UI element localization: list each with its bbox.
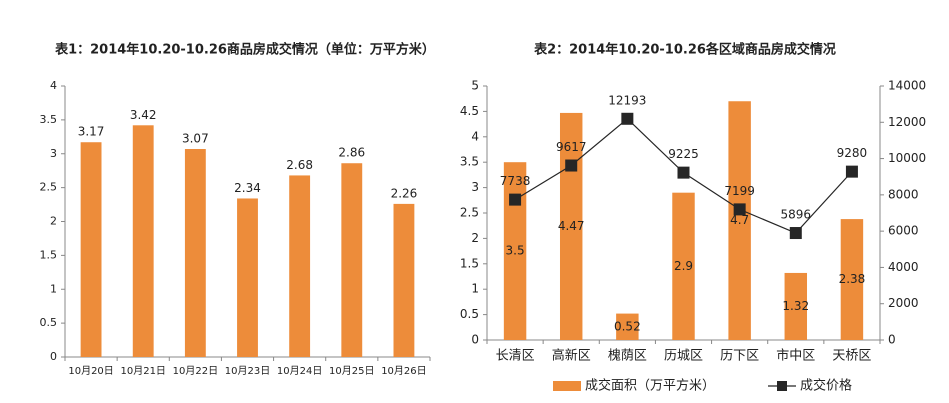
- y2-tick-label: 12000: [888, 115, 926, 129]
- bar: [341, 163, 363, 357]
- y2-tick-label: 4000: [888, 260, 919, 274]
- y2-tick-label: 8000: [888, 187, 919, 201]
- y-tick-label: 3.5: [40, 113, 58, 126]
- y-tick-label: 4.5: [460, 104, 479, 118]
- bar-label: 4.47: [558, 219, 585, 233]
- chart-title: 表2：2014年10.20-10.26各区域商品房成交情况: [533, 42, 836, 58]
- y-tick-label: 2.5: [40, 181, 58, 194]
- price-marker: [565, 159, 578, 172]
- bar: [237, 198, 258, 357]
- bar: [616, 313, 639, 340]
- bar: [80, 142, 102, 357]
- y-tick-label: 5: [471, 79, 479, 93]
- price-label: 7199: [724, 184, 755, 198]
- x-tick-label: 10月22日: [173, 365, 218, 377]
- y-tick-label: 0.5: [460, 307, 479, 321]
- bar: [503, 162, 527, 340]
- bar-label: 2.9: [674, 259, 693, 273]
- y-tick-label: 1.5: [40, 248, 58, 261]
- bar-label: 2.38: [839, 272, 866, 286]
- chart-title: 表1：2014年10.20-10.26商品房成交情况（单位：万平方米）: [54, 42, 435, 58]
- x-tick-label: 槐荫区: [608, 348, 647, 364]
- bar-label: 3.42: [130, 108, 157, 122]
- y2-tick-label: 2000: [888, 296, 919, 310]
- x-tick-label: 市中区: [776, 348, 815, 364]
- x-tick-label: 10月20日: [68, 365, 113, 377]
- price-label: 12193: [608, 93, 646, 107]
- bar-label: 1.32: [782, 299, 809, 313]
- bar: [840, 219, 864, 340]
- bar: [184, 149, 206, 357]
- price-label: 9617: [556, 140, 587, 154]
- y2-tick-label: 14000: [888, 79, 926, 93]
- bar-label: 3.17: [78, 125, 105, 139]
- legend-swatch: [553, 381, 581, 391]
- x-tick-label: 10月26日: [381, 365, 426, 377]
- y-tick-label: 0: [50, 350, 57, 363]
- price-label: 9280: [837, 146, 868, 160]
- y-tick-label: 3.5: [460, 155, 479, 169]
- bar: [132, 125, 154, 357]
- y-tick-label: 0.5: [40, 316, 58, 329]
- x-tick-label: 历城区: [664, 349, 703, 364]
- bar-label: 2.34: [234, 181, 261, 195]
- bar-label: 2.86: [338, 146, 365, 160]
- bar: [728, 101, 751, 341]
- bar-label: 3.5: [506, 244, 525, 258]
- x-tick-label: 历下区: [720, 349, 759, 364]
- price-marker: [733, 203, 746, 216]
- price-marker: [677, 166, 690, 179]
- y-tick-label: 1: [471, 282, 479, 296]
- legend-label: 成交价格: [800, 378, 852, 394]
- price-marker: [621, 112, 634, 125]
- y-tick-label: 2.5: [460, 206, 479, 220]
- y-tick-label: 1.5: [460, 256, 479, 270]
- y-tick-label: 2: [471, 231, 479, 245]
- x-tick-label: 天桥区: [832, 349, 871, 364]
- y-tick-label: 4: [471, 129, 479, 143]
- bar: [393, 203, 415, 357]
- x-tick-label: 10月25日: [329, 365, 374, 377]
- x-tick-label: 10月23日: [225, 365, 270, 377]
- y2-tick-label: 6000: [888, 224, 919, 238]
- bar-label: 3.07: [182, 132, 209, 146]
- price-label: 7738: [500, 174, 531, 188]
- bar: [784, 272, 808, 340]
- x-tick-label: 10月24日: [277, 365, 322, 377]
- y-tick-label: 4: [50, 79, 57, 92]
- price-label: 5896: [781, 208, 812, 222]
- x-tick-label: 高新区: [552, 348, 591, 364]
- y2-tick-label: 10000: [888, 151, 926, 165]
- bar: [289, 175, 311, 357]
- price-marker: [789, 227, 802, 240]
- bar-label: 2.68: [286, 158, 313, 172]
- y-tick-label: 3: [50, 147, 57, 160]
- legend-label: 成交面积（万平方米）: [585, 378, 715, 394]
- bar-label: 2.26: [391, 186, 418, 200]
- bar-label: 0.52: [614, 319, 641, 333]
- x-tick-label: 10月21日: [120, 365, 165, 377]
- y-tick-label: 0: [471, 333, 479, 347]
- price-marker: [509, 193, 522, 206]
- y-tick-label: 2: [50, 215, 57, 228]
- legend-marker: [777, 381, 787, 391]
- x-tick-label: 长清区: [496, 349, 535, 364]
- price-label: 9225: [668, 147, 699, 161]
- y-tick-label: 1: [50, 282, 57, 295]
- price-marker: [845, 165, 858, 178]
- y2-tick-label: 0: [888, 333, 896, 347]
- bar-label: 4.7: [730, 213, 749, 227]
- bar: [672, 192, 695, 340]
- y-tick-label: 3: [471, 180, 479, 194]
